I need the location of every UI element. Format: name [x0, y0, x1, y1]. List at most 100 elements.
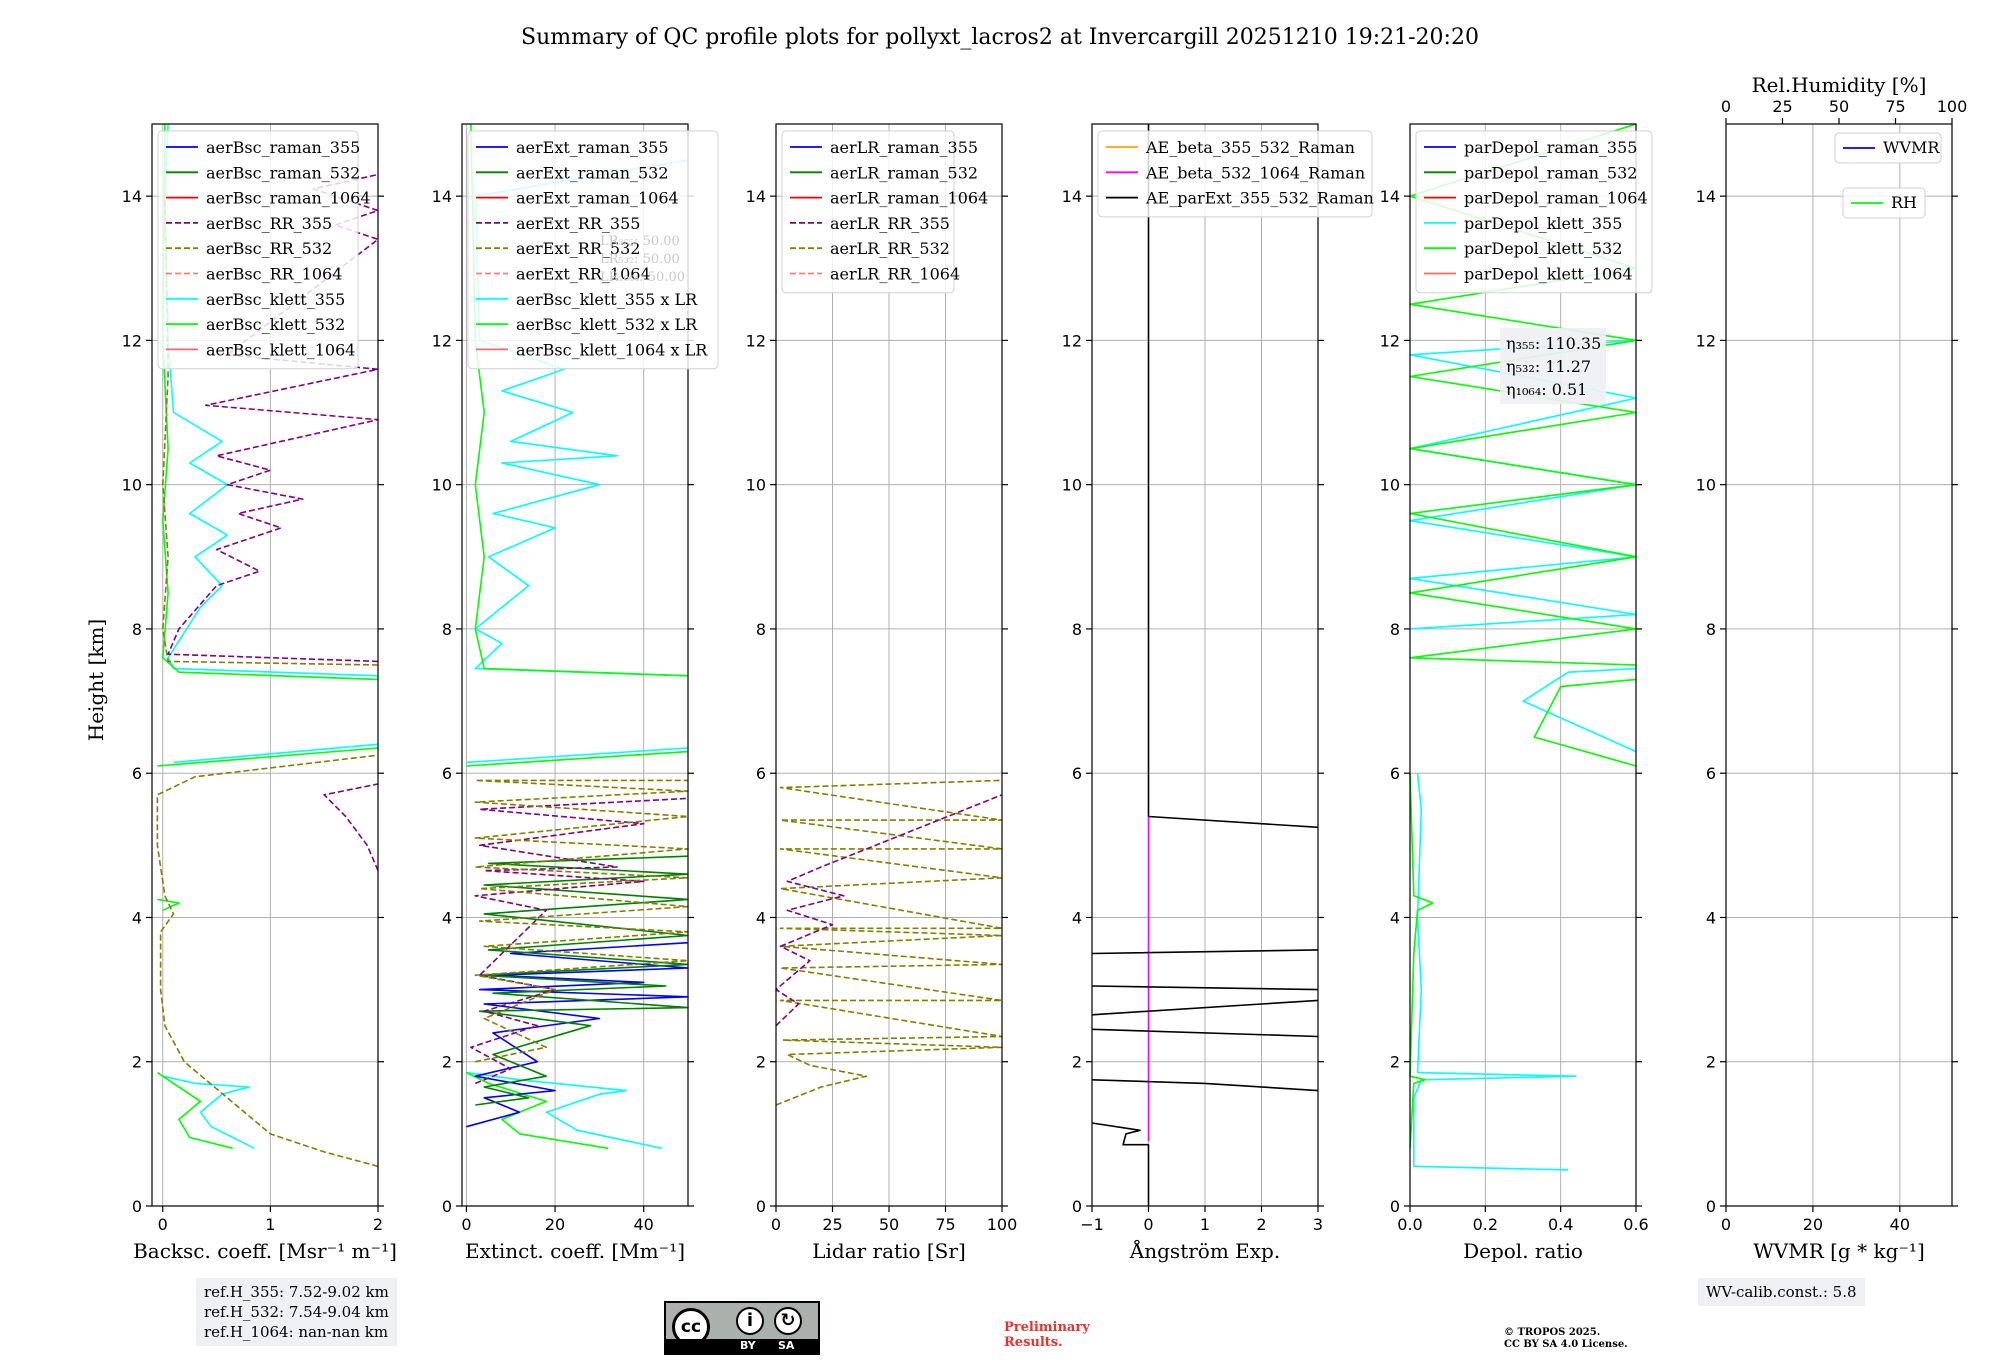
- legend-label-aerBsc_klett_532 x LR: aerBsc_klett_532 x LR: [516, 315, 698, 334]
- lidar-ratio-annotation: LR₁₀₆₄: 50.00: [600, 270, 685, 285]
- x2-tick-label: 100: [1937, 97, 1968, 116]
- ref-height-355: ref.H_355: 7.52-9.02 km: [204, 1283, 389, 1301]
- y-tick-label: 12: [746, 331, 766, 350]
- y-tick-label: 8: [1390, 620, 1400, 639]
- legend-label-aerBsc_RR_532: aerBsc_RR_532: [206, 239, 332, 258]
- cc-badge-strip: [666, 1339, 818, 1353]
- x-tick-label: 1: [1200, 1215, 1210, 1234]
- by-person-icon: i: [736, 1307, 764, 1335]
- y-tick-label: 8: [1706, 620, 1716, 639]
- x2-tick-label: 0: [1721, 97, 1731, 116]
- sa-share-icon: ↻: [774, 1307, 802, 1335]
- series-group: [1409, 123, 1637, 1171]
- legend-label-aerExt_raman_355: aerExt_raman_355: [516, 138, 669, 157]
- x-tick-label: 40: [1890, 1215, 1910, 1234]
- eta-annotation: η₁₀₆₄: 0.51: [1506, 380, 1587, 399]
- x-tick-label: 0.6: [1623, 1215, 1648, 1234]
- series-line-aerBsc_RR_532: [156, 196, 379, 1168]
- legend-frame: [1097, 130, 1373, 218]
- x-tick-label: 25: [822, 1215, 842, 1234]
- lidar-ratio-annotation: LR₅₃₂: 50.00: [600, 252, 680, 267]
- legend-label-aerBsc_klett_1064: aerBsc_klett_1064: [206, 340, 355, 359]
- legend-label-aerBsc_RR_355: aerBsc_RR_355: [206, 214, 332, 233]
- y-tick-label: 8: [132, 620, 142, 639]
- y-tick-label: 0: [756, 1197, 766, 1216]
- legend-label-parDepol_raman_1064: parDepol_raman_1064: [1464, 189, 1648, 208]
- y-tick-label: 4: [1072, 908, 1082, 927]
- legend: aerExt_raman_355 aerExt_raman_532 aerExt_r…: [467, 130, 719, 370]
- copyright-line-1: © TROPOS 2025.: [1504, 1327, 1601, 1338]
- x-axis-label: Ångström Exp.: [1129, 1238, 1280, 1263]
- series-line-parDepol_klett_355: [1409, 339, 1637, 1171]
- panel-depol: 0.0 0.2 0.4 0.6 0 2 4 6 8 10 12 14 Depol. ratio parDe…: [1380, 123, 1653, 1263]
- y-tick-label: 0: [1706, 1197, 1716, 1216]
- x-tick-label: 3: [1313, 1215, 1323, 1234]
- y-tick-label: 6: [1390, 764, 1400, 783]
- reference-height-box: ref.H_355: 7.52-9.02 km ref.H_532: 7.54-…: [196, 1278, 397, 1346]
- x-tick-label: 75: [935, 1215, 955, 1234]
- y-tick-label: 6: [756, 764, 766, 783]
- y-tick-label: 14: [432, 187, 452, 206]
- legend: WVMR RH: [1834, 132, 1942, 219]
- y-tick-label: 6: [1706, 764, 1716, 783]
- legend-frame: [157, 130, 359, 370]
- x-tick-label: 0: [158, 1215, 168, 1234]
- axes-frame: [151, 123, 379, 1207]
- cc-license-badge: cc i ↻ BY SA: [664, 1301, 820, 1355]
- axes-frame: [1409, 123, 1637, 1207]
- y-tick-label: 12: [432, 331, 452, 350]
- y-tick-label: 4: [1706, 908, 1716, 927]
- y-tick-label: 4: [132, 908, 142, 927]
- legend-label-aerBsc_klett_355: aerBsc_klett_355: [206, 290, 345, 309]
- y-tick-label: 14: [122, 187, 142, 206]
- annotation-bg: [1500, 328, 1606, 404]
- x-tick-label: 100: [987, 1215, 1018, 1234]
- legend-frame: [1415, 130, 1653, 294]
- legend-label-WVMR: WVMR: [1883, 138, 1940, 157]
- y-tick-label: 0: [442, 1197, 452, 1216]
- y-tick-label: 2: [1072, 1053, 1082, 1072]
- legend-label-parDepol_klett_355: parDepol_klett_355: [1464, 214, 1622, 233]
- y-tick-label: 14: [1380, 187, 1400, 206]
- y-tick-label: 8: [442, 620, 452, 639]
- y-tick-label: 0: [132, 1197, 142, 1216]
- x-tick-label: 2: [373, 1215, 383, 1234]
- series-group: [1091, 124, 1319, 1206]
- legend: aerBsc_raman_355 aerBsc_raman_532 aerBsc_r…: [157, 130, 371, 370]
- panel-wvmr: 0 20 40 0 2 4 6 8 10 12 14 WVMR [g * kg⁻¹] 0 25 50 75 10…: [1696, 73, 1968, 1263]
- legend-label-aerLR_raman_1064: aerLR_raman_1064: [830, 189, 988, 208]
- x-tick-label: 20: [545, 1215, 565, 1234]
- series-line-aerLR_RR_355: [775, 794, 1003, 1027]
- wv-calibration-box: WV-calib.const.: 5.8: [1698, 1278, 1865, 1306]
- cc-icon-text: cc: [680, 1317, 702, 1337]
- y-tick-label: 4: [442, 908, 452, 927]
- legend-frame: [781, 130, 955, 294]
- legend: parDepol_raman_355 parDepol_raman_532 parD…: [1415, 130, 1653, 294]
- y-tick-label: 12: [1380, 331, 1400, 350]
- x2-tick-label: 50: [1829, 97, 1849, 116]
- wv-calibration-text: WV-calib.const.: 5.8: [1706, 1283, 1857, 1301]
- y-tick-label: 4: [756, 908, 766, 927]
- legend-label-RH: RH: [1891, 193, 1917, 212]
- y-tick-label: 2: [1390, 1053, 1400, 1072]
- panel-extinction: 0 20 40 0 2 4 6 8 10 12 14 Extinct. coeff. [Mm⁻¹] ae…: [432, 123, 719, 1263]
- eta-annotation: η₅₃₂: 11.27: [1506, 357, 1591, 376]
- legend-label-parDepol_raman_355: parDepol_raman_355: [1464, 138, 1637, 157]
- legend-label-parDepol_raman_532: parDepol_raman_532: [1464, 163, 1637, 182]
- ref-height-1064: ref.H_1064: nan-nan km: [204, 1323, 389, 1341]
- y-tick-label: 0: [1072, 1197, 1082, 1216]
- legend-label-aerBsc_klett_355 x LR: aerBsc_klett_355 x LR: [516, 290, 698, 309]
- y-tick-label: 8: [756, 620, 766, 639]
- y-axis-label: Height [km]: [84, 619, 108, 741]
- legend-label-aerBsc_klett_532: aerBsc_klett_532: [206, 315, 345, 334]
- x-tick-label: 1: [265, 1215, 275, 1234]
- legend-label-aerExt_raman_532: aerExt_raman_532: [516, 163, 669, 182]
- legend-label-AE_beta_355_532_Raman: AE_beta_355_532_Raman: [1145, 138, 1355, 157]
- y-tick-label: 6: [442, 764, 452, 783]
- annotation-box: LR₃₅₅: 50.00 LR₅₃₂: 50.00 LR₁₀₆₄: 50.00: [600, 234, 685, 285]
- x-tick-label: −1: [1080, 1215, 1104, 1234]
- by-label: BY: [740, 1339, 756, 1352]
- legend: AE_beta_355_532_Raman AE_beta_532_1064_Ra…: [1097, 130, 1374, 218]
